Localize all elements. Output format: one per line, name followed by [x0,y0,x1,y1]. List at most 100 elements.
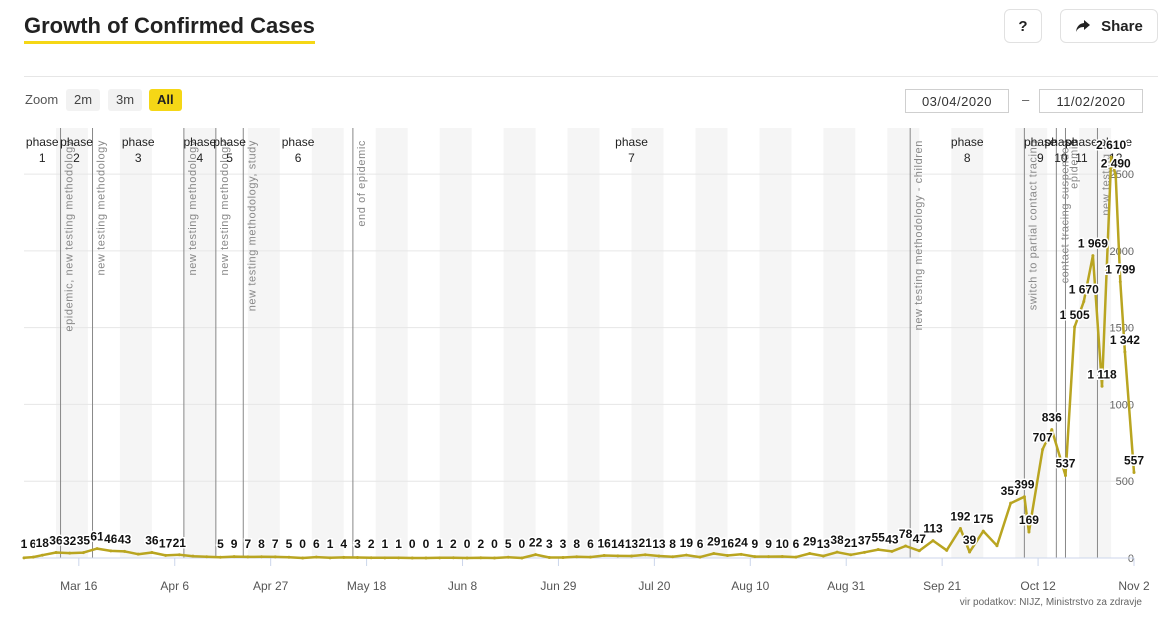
data-label: 557 [1124,453,1144,467]
help-button[interactable]: ? [1004,9,1042,43]
y-tick-label: 2000 [1110,246,1134,258]
data-label: 8 [669,537,676,551]
data-label: 19 [680,536,694,550]
data-label: 6 [30,537,37,551]
data-label: 35 [77,534,91,548]
share-button[interactable]: Share [1060,9,1158,43]
data-label: 36 [49,533,63,547]
date-to-input[interactable]: 11/02/2020 [1039,89,1143,113]
phase-number: 7 [628,151,635,165]
data-label: 1 [21,537,28,551]
phase-label: phase [282,135,315,149]
data-label: 6 [313,537,320,551]
week-band [567,128,600,558]
data-point [260,555,264,559]
zoom-all-button[interactable]: All [149,89,182,111]
data-label: 5 [505,537,512,551]
data-point [40,553,44,557]
data-point [54,550,58,554]
data-label: 16 [597,537,611,551]
data-point [904,544,908,548]
data-source-credit: vir podatkov: NIJZ, Ministrstvo za zdrav… [959,597,1142,608]
data-point [1050,428,1054,432]
data-point [31,555,35,559]
phase-label: phase [1024,135,1057,149]
data-label: 8 [573,537,580,551]
data-point [397,556,401,560]
data-point [1082,300,1086,304]
data-point [520,556,524,560]
phase-number: 10 [1054,151,1068,165]
data-label: 0 [409,537,416,551]
event-label: new testing methodology, study [246,140,258,311]
data-point [1091,254,1095,258]
date-from-input[interactable]: 03/04/2020 [905,89,1009,113]
data-labels: 1 6 18 36 32 35 61 46 43 36 17 21 5 9 7 8 7 5 0 6 1 4 3 2 1 1 0 0 1 2… [19,137,1146,553]
data-label: 6 [697,537,704,551]
data-point [616,554,620,558]
week-band [375,128,408,558]
data-label: 5 [217,537,224,551]
data-label: 113 [923,522,943,536]
data-point [232,555,236,559]
data-label: 10 [776,537,790,551]
data-label: 24 [734,535,748,549]
data-point [1114,174,1118,178]
data-point [1022,495,1026,499]
x-tick-label: Apr 6 [160,579,189,593]
y-tick-label: 0 [1128,553,1134,565]
data-point [602,554,606,558]
data-label: 3 [546,537,553,551]
data-point [849,553,853,557]
zoom-2m-button[interactable]: 2m [66,89,101,111]
week-band [823,128,856,558]
x-tick-label: Apr 27 [253,579,289,593]
data-label: 3 [354,537,361,551]
week-band [183,128,216,558]
data-point [575,555,579,559]
data-label: 707 [1033,430,1053,444]
data-label: 169 [1019,513,1039,527]
data-point [22,556,26,560]
phase-number: 11 [1075,151,1088,165]
data-point [328,556,332,560]
data-label: 9 [765,537,772,551]
data-label: 0 [423,537,430,551]
data-label: 1 [382,537,389,551]
y-tick-label: 500 [1116,476,1134,488]
data-point [1009,501,1013,505]
phase-label: phase [60,135,93,149]
x-tick-label: Oct 12 [1020,579,1056,593]
data-point [534,553,538,557]
share-button-label: Share [1101,17,1143,35]
data-label: 13 [817,537,831,551]
week-band [439,128,472,558]
phase-label: phase [122,135,155,149]
phase-label: phase [951,135,984,149]
data-point [835,550,839,554]
data-label: 14 [611,537,625,551]
zoom-3m-button[interactable]: 3m [108,89,143,111]
data-label: 22 [529,536,543,550]
data-point [725,554,729,558]
data-label: 61 [90,530,104,544]
data-point [794,555,798,559]
data-point [958,527,962,531]
zoom-label: Zoom [25,92,59,107]
data-point [588,555,592,559]
data-label: 1 118 [1087,367,1117,381]
data-label: 29 [803,535,817,549]
data-label: 2 610 [1096,138,1126,152]
data-point [95,547,99,551]
y-tick-label: 2500 [1110,169,1134,181]
data-label: 8 [258,537,265,551]
data-label: 43 [885,532,899,546]
data-point [424,556,428,560]
data-point [506,555,510,559]
data-point [1073,325,1077,329]
data-label: 9 [752,537,759,551]
data-point [945,548,949,552]
event-label: new testing methodology - children [913,140,925,330]
x-tick-label: Jun 29 [540,579,576,593]
